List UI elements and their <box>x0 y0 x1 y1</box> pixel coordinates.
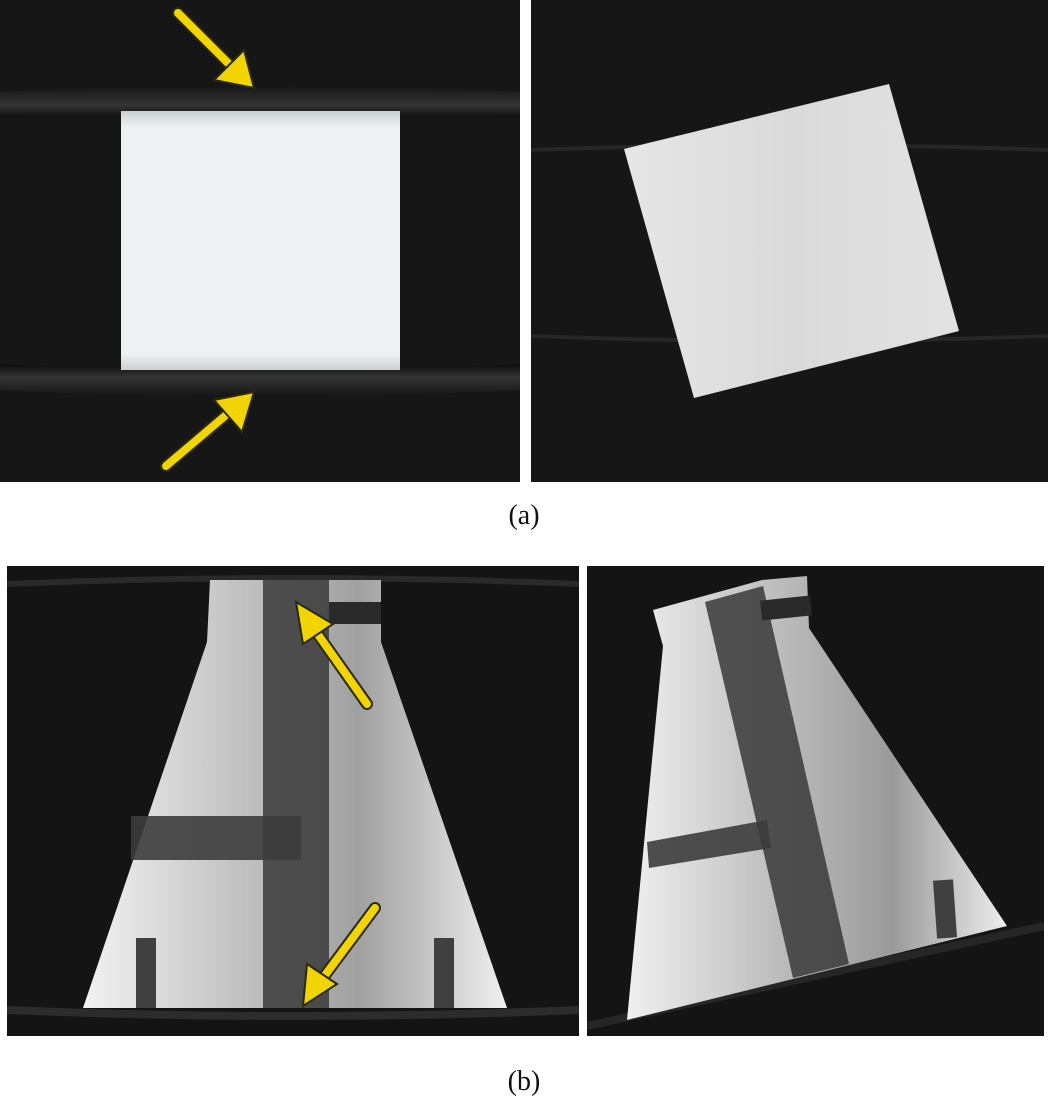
panel-a-left <box>0 0 520 482</box>
tilted-vertical-rod <box>705 586 849 978</box>
top-insert <box>329 602 381 624</box>
square-phantom <box>121 111 400 370</box>
arrow-upper-icon <box>294 600 373 710</box>
tilted-top-insert <box>760 595 812 621</box>
tilted-horizontal-rod <box>647 820 771 868</box>
streak-band-top <box>0 86 520 118</box>
rotated-square-phantom <box>624 84 959 398</box>
arrow-bottom-icon <box>160 390 256 472</box>
post-right <box>434 938 454 1008</box>
post-left <box>136 938 156 1008</box>
panel-b-left <box>7 566 579 1036</box>
vertical-rod <box>263 580 329 1008</box>
tilted-post <box>933 879 957 939</box>
panel-a-right <box>531 0 1048 482</box>
caption-b: (b) <box>507 1066 541 1097</box>
arrow-top-icon <box>172 7 256 90</box>
horizontal-rod <box>131 816 301 860</box>
tilted-bottle-phantom <box>627 576 1007 1020</box>
streak-band-bottom <box>0 364 520 396</box>
panel-b-right <box>587 566 1044 1036</box>
arrow-lower-icon <box>301 902 381 1008</box>
caption-a: (a) <box>508 500 540 531</box>
